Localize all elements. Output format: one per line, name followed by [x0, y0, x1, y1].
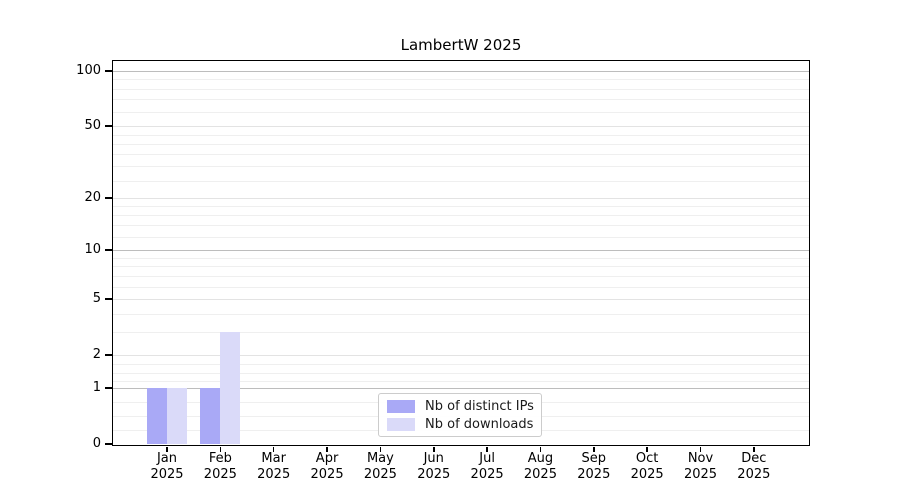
x-tick-label-sep: Sep 2025 [554, 451, 634, 482]
y-gridline-minor [113, 275, 809, 277]
x-tick-year-dec: 2025 [737, 466, 771, 482]
x-tick-year-aug: 2025 [523, 466, 557, 482]
y-tick-mark-5 [105, 298, 112, 300]
y-gridline-minor [113, 364, 809, 366]
y-tick-mark-1 [105, 387, 112, 389]
x-tick-label-jul: Jul 2025 [447, 451, 527, 482]
x-tick-mark-feb [219, 447, 222, 452]
y-tick-mark-10 [105, 249, 112, 251]
x-tick-label-nov: Nov 2025 [661, 451, 741, 482]
x-tick-mark-nov [699, 447, 702, 452]
y-gridline-minor [113, 143, 809, 145]
y-gridline-minor [113, 79, 809, 81]
y-tick-mark-0 [105, 443, 112, 445]
y-gridline-50 [113, 126, 809, 128]
x-tick-mark-jul [486, 447, 488, 452]
y-gridline-minor [113, 111, 809, 113]
y-tick-mark-50 [105, 125, 112, 128]
legend-swatch-downloads [387, 417, 415, 431]
y-tick-label-1: 1 [92, 379, 101, 395]
y-gridline-minor [113, 215, 809, 217]
x-tick-mark-sep [593, 447, 595, 452]
y-tick-label-100: 100 [76, 63, 101, 78]
x-tick-label-jun: Jun 2025 [394, 451, 474, 482]
y-gridline-20 [113, 197, 809, 199]
y-gridline-minor [113, 286, 809, 288]
bar-distinct-ips-jan [147, 387, 167, 444]
x-tick-year-jan: 2025 [150, 466, 184, 482]
x-tick-year-nov: 2025 [683, 466, 718, 482]
chart-title: LambertW 2025 [400, 36, 522, 54]
legend-entry-downloads: Nb of downloads [379, 415, 541, 433]
y-tick-mark-2 [105, 354, 112, 356]
y-gridline-minor [113, 313, 809, 315]
bar-distinct-ips-feb [200, 387, 221, 444]
y-gridline-minor [113, 257, 809, 259]
legend-label-distinct-ips: Nb of distinct IPs [425, 398, 534, 414]
plot-area [112, 60, 810, 446]
x-tick-label-apr: Apr 2025 [287, 451, 367, 482]
y-gridline-minor [113, 225, 809, 227]
x-tick-label-oct: Oct 2025 [607, 451, 687, 482]
y-tick-label-10: 10 [84, 242, 101, 258]
y-gridline-minor [113, 166, 809, 168]
y-gridline-minor [113, 372, 809, 374]
y-gridline-5 [113, 299, 809, 301]
y-tick-label-50: 50 [84, 118, 101, 134]
y-gridline-minor [113, 154, 809, 156]
y-gridline-100 [113, 71, 809, 72]
x-tick-year-feb: 2025 [203, 466, 237, 482]
x-tick-year-jun: 2025 [417, 466, 451, 482]
x-tick-mark-mar [272, 447, 275, 452]
x-tick-label-jan: Jan 2025 [127, 451, 207, 482]
y-tick-mark-100 [105, 70, 112, 72]
x-tick-label-aug: Aug 2025 [500, 451, 580, 482]
legend-entry-distinct-ips: Nb of distinct IPs [379, 397, 541, 415]
bar-downloads-feb [220, 331, 241, 444]
legend-swatch-distinct-ips [387, 399, 415, 413]
x-tick-year-oct: 2025 [630, 466, 664, 482]
x-tick-mark-aug [539, 447, 542, 452]
x-tick-year-jul: 2025 [470, 466, 504, 482]
legend: Nb of distinct IPs Nb of downloads [378, 393, 542, 437]
legend-label-downloads: Nb of downloads [425, 416, 534, 432]
x-tick-year-sep: 2025 [577, 466, 611, 482]
x-tick-label-dec: Dec 2025 [714, 451, 794, 482]
y-tick-label-0: 0 [92, 436, 101, 451]
y-gridline-minor [113, 206, 809, 208]
y-gridline-minor [113, 236, 809, 238]
x-tick-label-may: May 2025 [340, 451, 420, 482]
y-gridline-minor [113, 331, 809, 333]
y-tick-mark-20 [105, 197, 112, 199]
x-tick-mark-may [379, 447, 382, 452]
x-tick-mark-jan [166, 447, 168, 452]
y-gridline-minor [113, 88, 809, 90]
y-gridline-10 [113, 250, 809, 252]
y-tick-label-2: 2 [92, 347, 101, 363]
x-tick-year-may: 2025 [363, 466, 397, 482]
y-tick-label-5: 5 [92, 291, 101, 307]
x-tick-mark-jun [432, 447, 435, 452]
y-gridline-minor [113, 380, 809, 382]
x-tick-year-apr: 2025 [310, 466, 344, 482]
y-gridline-minor [113, 99, 809, 101]
x-tick-label-feb: Feb 2025 [180, 451, 260, 482]
y-gridline-minor [113, 134, 809, 136]
y-tick-label-20: 20 [84, 189, 101, 205]
x-tick-mark-oct [646, 447, 648, 452]
y-gridline-minor [113, 180, 809, 182]
x-tick-label-mar: Mar 2025 [234, 451, 314, 482]
y-gridline-1 [113, 387, 809, 389]
x-tick-year-mar: 2025 [257, 466, 291, 482]
x-tick-mark-dec [753, 447, 755, 452]
bar-downloads-jan [167, 387, 187, 444]
x-tick-mark-apr [326, 447, 328, 452]
y-gridline-minor [113, 266, 809, 268]
y-gridline-2 [113, 355, 809, 357]
